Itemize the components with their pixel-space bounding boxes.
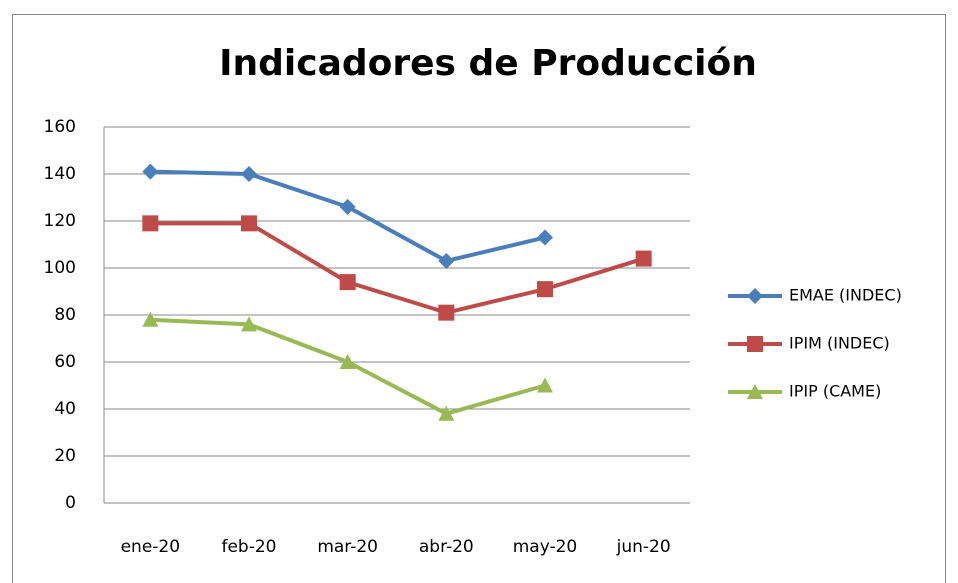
chart-title: Indicadores de Producción	[219, 43, 757, 84]
y-tick-label: 80	[54, 305, 76, 325]
series-line	[150, 221, 645, 315]
marker	[142, 163, 159, 180]
marker	[241, 316, 257, 332]
legend-label: IPIM (INDEC)	[789, 334, 890, 353]
legend-marker	[747, 288, 763, 304]
marker	[438, 304, 455, 321]
marker	[142, 215, 159, 232]
marker	[438, 252, 455, 269]
y-tick-label: 160	[44, 117, 76, 137]
y-tick-label: 140	[44, 164, 76, 184]
y-tick-label: 20	[54, 446, 76, 466]
y-tick-label: 120	[44, 211, 76, 231]
marker	[241, 215, 257, 232]
y-tick-label: 0	[65, 493, 76, 513]
marker	[537, 377, 553, 393]
x-tick-label: jun-20	[616, 537, 671, 557]
x-tick-label: abr-20	[419, 537, 474, 557]
x-tick-label: mar-20	[317, 537, 378, 557]
y-tick-label: 60	[54, 352, 76, 372]
marker	[339, 198, 356, 215]
chart-frame	[12, 14, 946, 583]
legend-label: EMAE (INDEC)	[789, 286, 902, 305]
y-tick-label: 40	[54, 399, 76, 419]
marker	[438, 405, 455, 421]
marker	[537, 281, 553, 298]
marker	[142, 311, 159, 327]
legend-marker	[747, 384, 763, 399]
legend-marker	[747, 336, 763, 352]
legend-label: IPIP (CAME)	[789, 382, 881, 401]
marker	[241, 166, 257, 182]
marker	[635, 250, 652, 267]
marker	[537, 229, 553, 246]
marker	[339, 354, 356, 369]
y-tick-label: 100	[44, 258, 76, 278]
x-tick-label: feb-20	[221, 537, 276, 557]
x-tick-label: may-20	[513, 537, 578, 557]
x-tick-label: ene-20	[121, 537, 180, 557]
marker	[339, 274, 356, 291]
